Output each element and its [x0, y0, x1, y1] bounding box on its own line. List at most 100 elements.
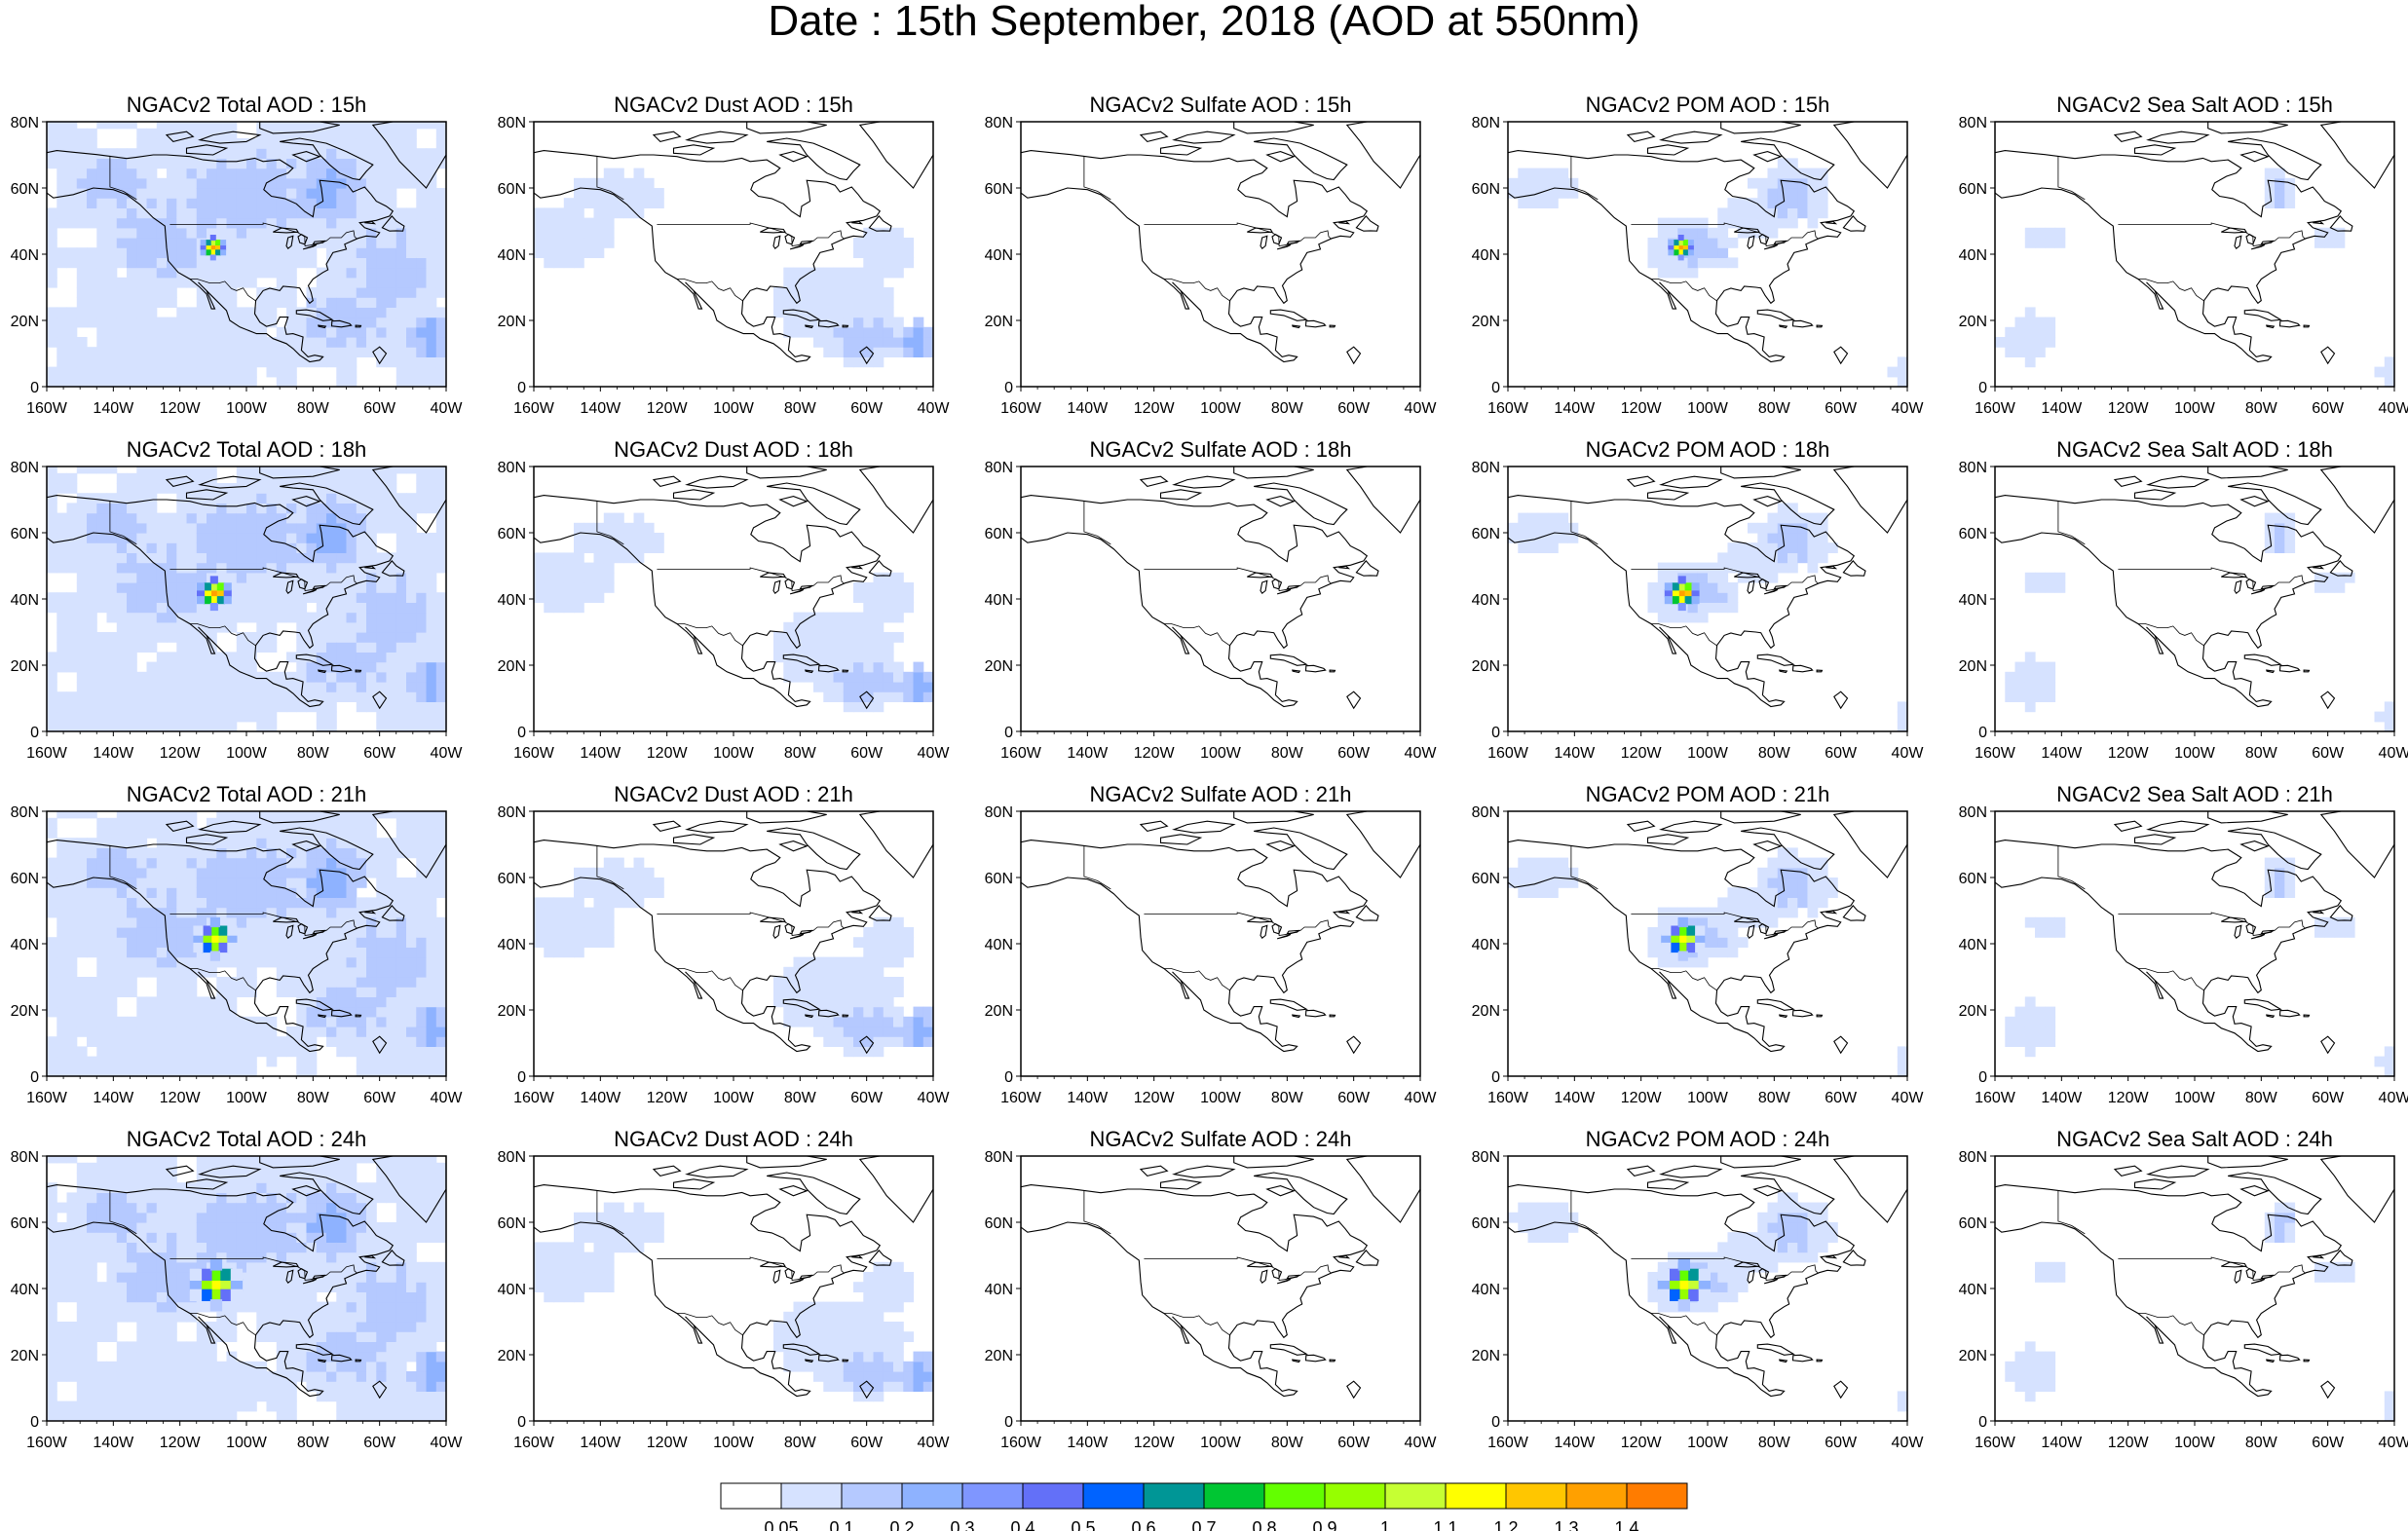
x-tick-label: 100W: [2174, 1435, 2216, 1451]
y-tick-label: 60N: [498, 1215, 526, 1232]
x-tick-label: 80W: [1758, 745, 1791, 762]
x-tick-label: 160W: [1000, 400, 1042, 417]
coastlines: [534, 467, 933, 710]
x-tick-label: 120W: [1134, 1435, 1176, 1451]
y-tick-label: 0: [1978, 380, 1987, 396]
x-tick-label: 80W: [784, 1090, 817, 1106]
coastlines: [1995, 811, 2394, 1055]
y-tick-label: 60N: [985, 181, 1013, 198]
coastlines: [1508, 122, 1907, 365]
panel-title: NGACv2 POM AOD : 15h: [1586, 93, 1830, 117]
x-tick-label: 40W: [1405, 1435, 1438, 1451]
x-tick-label: 40W: [918, 1435, 951, 1451]
x-tick-label: 140W: [2041, 1435, 2083, 1451]
figure-title: Date : 15th September, 2018 (AOD at 550n…: [768, 0, 1640, 45]
x-tick-label: 40W: [2379, 1435, 2408, 1451]
y-tick-label: 80N: [985, 804, 1013, 821]
x-tick-label: 160W: [513, 745, 555, 762]
x-tick-label: 100W: [226, 400, 268, 417]
x-tick-label: 40W: [2379, 745, 2408, 762]
aod-field: [534, 1202, 933, 1402]
x-tick-label: 100W: [713, 745, 755, 762]
map-panel-seasalt-3: NGACv2 Sea Salt AOD : 21h 160W 140W 120W 100…: [1959, 782, 2408, 1106]
x-tick-label: 60W: [2312, 1090, 2345, 1106]
y-tick-label: 20N: [11, 658, 39, 675]
y-tick-label: 80N: [1959, 1149, 1987, 1166]
y-tick-label: 0: [30, 1069, 39, 1086]
y-tick-label: 80N: [1472, 115, 1500, 131]
x-tick-label: 60W: [1337, 1090, 1371, 1106]
y-tick-label: 40N: [1959, 1282, 1987, 1298]
y-tick-label: 60N: [1472, 1215, 1500, 1232]
y-tick-label: 80N: [985, 115, 1013, 131]
colorbar-label: 0.5: [1071, 1518, 1095, 1531]
y-tick-label: 40N: [1959, 247, 1987, 264]
y-tick-label: 60N: [11, 1215, 39, 1232]
coastlines: [1995, 467, 2394, 710]
x-tick-label: 160W: [1975, 400, 2016, 417]
y-tick-label: 20N: [498, 1348, 526, 1364]
y-tick-label: 20N: [985, 1003, 1013, 1020]
y-tick-label: 40N: [1959, 937, 1987, 953]
x-tick-label: 40W: [1405, 745, 1438, 762]
panel-title: NGACv2 Sea Salt AOD : 15h: [2056, 93, 2333, 117]
x-tick-label: 120W: [2108, 400, 2150, 417]
x-tick-label: 120W: [1621, 1090, 1663, 1106]
y-tick-label: 40N: [1472, 592, 1500, 609]
x-tick-label: 60W: [1337, 745, 1371, 762]
colorbar-box: [961, 1482, 1024, 1510]
y-tick-label: 60N: [1959, 526, 1987, 542]
y-tick-label: 40N: [985, 592, 1013, 609]
map-plot-area: [1995, 467, 2394, 731]
map-plot-area: [1021, 467, 1420, 731]
y-tick-label: 80N: [1959, 115, 1987, 131]
y-tick-label: 0: [1491, 1414, 1500, 1431]
map-panel-seasalt-4: NGACv2 Sea Salt AOD : 24h 160W 140W 120W 100…: [1959, 1127, 2408, 1451]
aod-field: [1508, 503, 1907, 731]
colorbar-box: [1263, 1482, 1326, 1510]
y-tick-label: 40N: [11, 1282, 39, 1298]
x-tick-label: 120W: [1134, 400, 1176, 417]
x-tick-label: 160W: [513, 400, 555, 417]
x-tick-label: 100W: [713, 1090, 755, 1106]
y-tick-label: 0: [517, 1069, 526, 1086]
colorbar-label: 0.6: [1131, 1518, 1155, 1531]
x-tick-label: 140W: [2041, 400, 2083, 417]
panel-title: NGACv2 Sulfate AOD : 24h: [1089, 1127, 1351, 1151]
x-tick-label: 80W: [784, 400, 817, 417]
x-tick-label: 100W: [713, 400, 755, 417]
x-tick-label: 60W: [363, 1090, 396, 1106]
x-tick-label: 160W: [1487, 1090, 1529, 1106]
y-tick-label: 60N: [1959, 871, 1987, 887]
y-tick-label: 40N: [985, 1282, 1013, 1298]
x-tick-label: 160W: [26, 1090, 68, 1106]
x-tick-label: 140W: [93, 745, 134, 762]
x-tick-label: 140W: [2041, 1090, 2083, 1106]
y-tick-label: 20N: [1959, 658, 1987, 675]
x-tick-label: 120W: [647, 1435, 689, 1451]
x-tick-label: 100W: [2174, 745, 2216, 762]
coastlines: [1021, 1156, 1420, 1400]
x-tick-label: 80W: [2245, 1435, 2278, 1451]
x-tick-label: 80W: [784, 1435, 817, 1451]
x-tick-label: 160W: [26, 745, 68, 762]
coastlines: [1021, 122, 1420, 365]
x-tick-label: 60W: [850, 1435, 884, 1451]
x-tick-label: 160W: [1975, 1090, 2016, 1106]
x-tick-label: 60W: [1825, 1435, 1858, 1451]
y-tick-label: 40N: [498, 937, 526, 953]
coastlines: [1508, 467, 1907, 710]
aod-field: [2005, 1202, 2394, 1421]
y-tick-label: 40N: [1472, 1282, 1500, 1298]
coastlines: [47, 467, 446, 710]
map-panel-seasalt-1: NGACv2 Sea Salt AOD : 15h 160W 140W 120W 100…: [1959, 93, 2408, 417]
map-panel-sulfate-2: NGACv2 Sulfate AOD : 18h 160W 140W 120W 100W…: [985, 437, 1438, 762]
colorbar-box: [1565, 1482, 1628, 1510]
panel-title: NGACv2 POM AOD : 18h: [1586, 437, 1830, 462]
colorbar-label: 1.2: [1493, 1518, 1518, 1531]
x-tick-label: 140W: [93, 1090, 134, 1106]
x-tick-label: 160W: [1000, 1090, 1042, 1106]
x-tick-label: 140W: [580, 745, 621, 762]
map-panel-sulfate-4: NGACv2 Sulfate AOD : 24h 160W 140W 120W 100W…: [985, 1127, 1438, 1451]
x-tick-label: 60W: [850, 745, 884, 762]
